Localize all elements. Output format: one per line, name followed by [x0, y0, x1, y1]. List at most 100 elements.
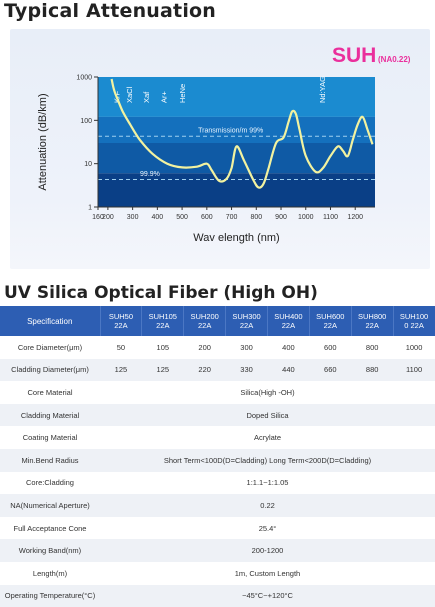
model-header-line: 0 22A [404, 321, 424, 330]
x-tick-label: 1200 [347, 214, 363, 221]
attenuation-chart: Transmission/m 99%99.9%KrF XaCl Xaf Ar+ HeNe… [37, 44, 411, 244]
cell-value: 1m, Custom Length [100, 561, 435, 585]
cell-value: 25.4° [100, 516, 435, 540]
laser-line-label: Xaf [142, 91, 151, 103]
cell-value: 0.22 [100, 494, 435, 517]
model-header-line: 22A [365, 321, 379, 330]
table-row: Core Material Silica(High -OH) [0, 381, 435, 404]
laser-line-label: Ar+ [160, 91, 169, 104]
model-header: SUH800 22A [351, 306, 394, 336]
cell-value: 880 [351, 358, 394, 382]
table-row: Min.Bend Radius Short Term<100D(D=Claddin… [0, 448, 435, 472]
cell-value: 400 [267, 336, 310, 359]
y-tick-label: 100 [80, 118, 92, 125]
annotation-999: 99.9% [140, 171, 160, 178]
chart-panel: Transmission/m 99% 99.9% KrF XaCl Xaf Ar+ HeNe… [10, 29, 430, 269]
table-header-row: Specification SUH50 22A SUH105 22A SUH200 22A… [0, 306, 435, 336]
x-tick-label: 1100 [323, 214, 338, 221]
cell-value: 125 [100, 358, 142, 382]
model-header-line: SUH200 [190, 312, 219, 321]
y-tick-label: 10 [84, 161, 92, 168]
model-header-line: 22A [198, 321, 212, 330]
table-row: Core:Cladding 1:1.1~1:1.05 [0, 471, 435, 495]
model-header: SUH200 22A [183, 306, 227, 336]
row-label: NA(Numerical Aperture) [0, 494, 100, 517]
x-tick-label: 600 [201, 214, 213, 221]
model-header-line: SUH105 [148, 312, 177, 321]
row-label: Full Acceptance Cone [0, 516, 100, 540]
table-row: Working Band(nm) 200-1200 [0, 539, 435, 562]
x-axis-label: Wav elength (nm) [193, 232, 279, 244]
row-label: Working Band(nm) [0, 539, 100, 562]
model-header-line: SUH400 [274, 312, 303, 321]
row-label: Min.Bend Radius [0, 448, 100, 472]
row-label: Core Material [0, 381, 100, 404]
table-row: Coating Material Acrylate [0, 426, 435, 449]
cell-value: Silica(High -OH) [100, 381, 435, 404]
cell-value: 1:1.1~1:1.05 [100, 471, 435, 495]
laser-line-label: XaCl [125, 86, 134, 103]
model-header-line: 22A [239, 321, 254, 330]
y-tick-label: 1000 [76, 75, 92, 82]
band-upper [98, 116, 375, 143]
band-bottom [98, 173, 375, 207]
x-tick-label: 500 [176, 214, 188, 221]
model-header-line: 22A [281, 321, 296, 330]
model-header-line: SUH50 [108, 312, 134, 321]
row-label: Coating Material [0, 426, 100, 449]
x-tick-label: 1000 [298, 214, 314, 221]
attenuation-curve [110, 78, 374, 189]
cell-value: 105 [141, 336, 184, 359]
x-tick-label: 800 [250, 214, 262, 221]
cell-value: 200 [183, 336, 226, 359]
table-row: Length(m) 1m, Custom Length [0, 561, 435, 585]
y-tick-label: 1 [88, 205, 92, 212]
brand-label: SUH [332, 44, 376, 67]
cell-value: 200-1200 [100, 539, 435, 562]
cell-value: 660 [309, 358, 352, 382]
cell-value: 1100 [393, 358, 435, 382]
model-header-line: SUH300 [232, 312, 261, 321]
spec-table: Specification SUH50 22A SUH105 22A SUH200 22A… [0, 306, 435, 607]
row-label: Cladding Diameter(μm) [0, 358, 100, 382]
cell-value: Acrylate [100, 426, 435, 449]
row-label: Length(m) [0, 561, 100, 585]
model-header: SUH300 22A [225, 306, 268, 336]
fiber-title: UV Silica Optical Fiber (High OH) [4, 283, 318, 303]
x-tick-label: 400 [152, 214, 164, 221]
brand-sub-label: (NA0.22) [378, 55, 411, 64]
cell-value: Short Term<100D(D=Cladding) Long Term<20… [100, 448, 435, 472]
cell-value: 300 [225, 336, 268, 359]
model-header: SUH50 22A [100, 306, 143, 336]
row-label: Core Diameter(μm) [0, 336, 100, 359]
row-label: Cladding Material [0, 403, 100, 427]
model-header-line: SUH100 [399, 312, 429, 321]
cell-value: −45°C~+120°C [100, 584, 435, 607]
x-tick-label: 900 [275, 214, 287, 221]
row-label: Operating Temperature(°C) [0, 584, 100, 607]
table-row: Core Diameter(μm) 50 105 200 300 400 600 800 100… [0, 336, 435, 359]
model-header-line: SUH800 [358, 312, 387, 321]
cell-value: 50 [100, 336, 142, 359]
cell-value: 600 [309, 336, 352, 359]
cell-value: 220 [183, 358, 226, 382]
cell-value: 1000 [393, 336, 435, 359]
model-header-line: 22A [156, 321, 170, 330]
model-header: SUH100 0 22A [393, 306, 435, 336]
x-tick-label: 200 [102, 214, 114, 221]
cell-value: Doped Silica [100, 403, 435, 427]
cell-value: 330 [225, 358, 268, 382]
cell-value: 125 [141, 358, 184, 382]
laser-line-label: Nd:YAG [318, 76, 327, 103]
model-header: SUH105 22A [141, 306, 185, 336]
model-header-line: 22A [323, 321, 337, 330]
model-header: SUH400 22A [267, 306, 310, 336]
cell-value: 440 [267, 358, 310, 382]
annotation-99: Transmission/m 99% [198, 128, 263, 135]
spec-header: Specification [0, 306, 101, 336]
table-row: Operating Temperature(°C) −45°C~+120°C [0, 584, 435, 607]
attenuation-title: Typical Attenuation [4, 0, 217, 22]
table-row: Full Acceptance Cone 25.4° [0, 516, 435, 540]
row-label: Core:Cladding [0, 471, 100, 495]
table-row: Cladding Diameter(μm) 125 125 220 330 440 660 8… [0, 358, 435, 382]
